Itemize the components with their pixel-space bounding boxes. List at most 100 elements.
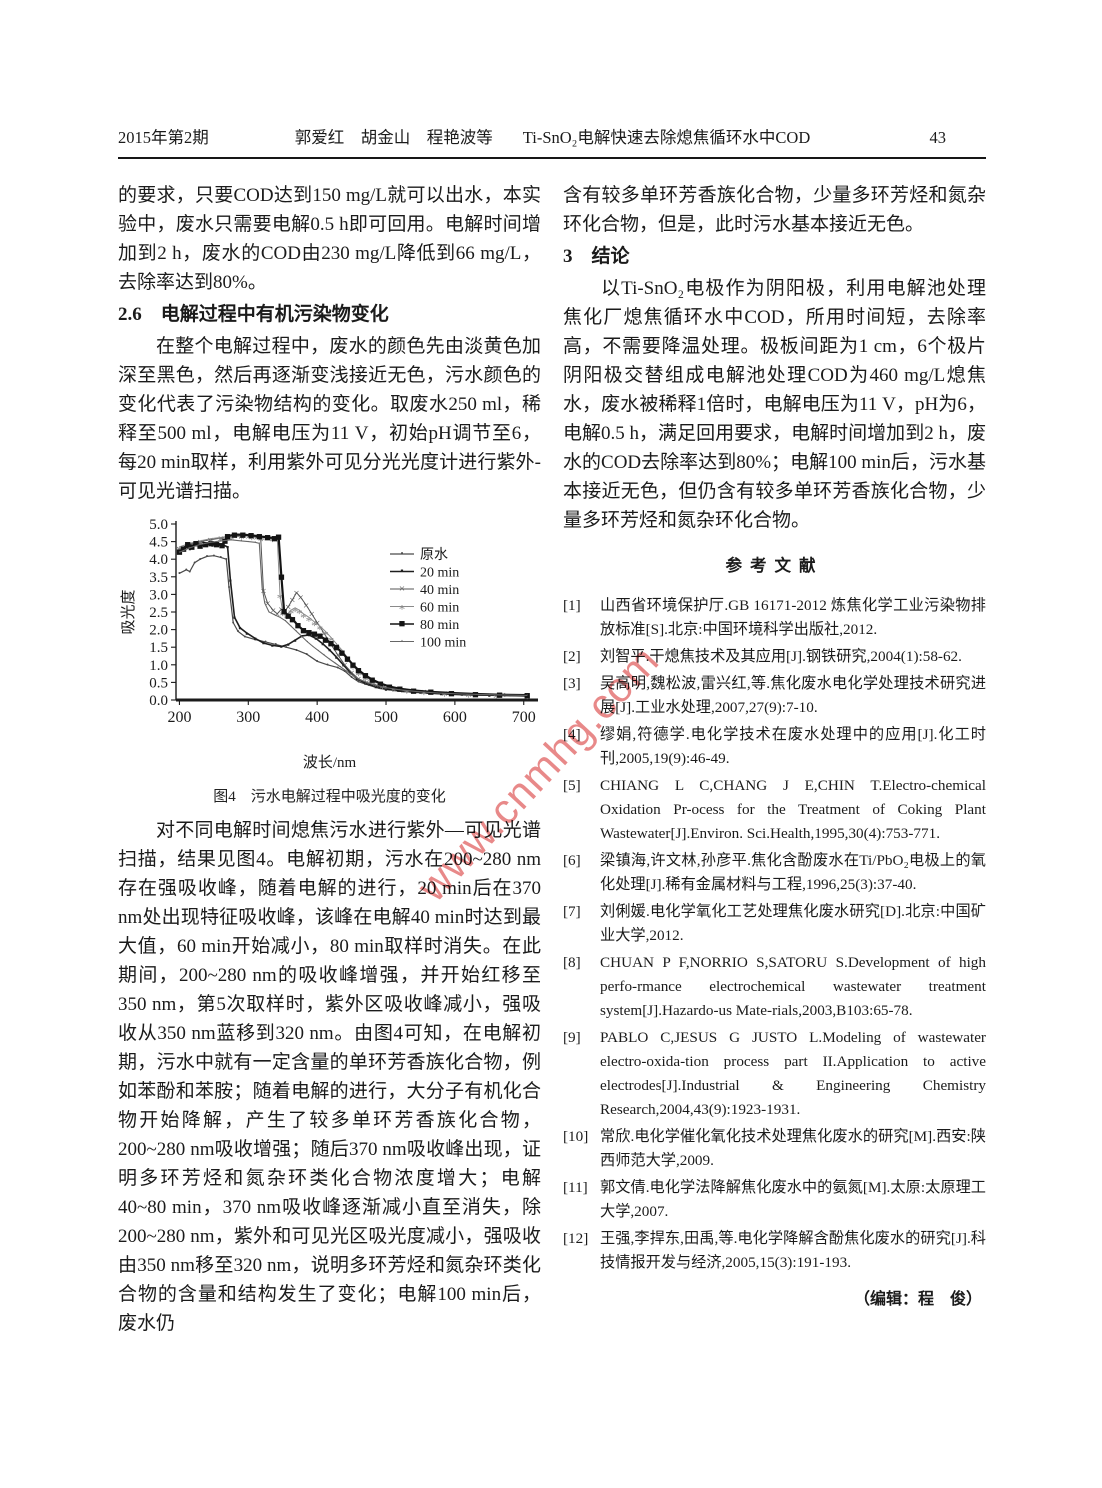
svg-text:•: • (305, 650, 308, 659)
svg-text:•: • (526, 692, 529, 701)
svg-text:•: • (178, 569, 181, 578)
header-article-title: Ti-SnO₂电解快速去除熄焦循环水中COD (522, 128, 811, 147)
reference-number: [3] (563, 675, 581, 692)
svg-text:×: × (309, 609, 315, 621)
reference-item: [10] 常欣.电化学催化氧化技术处理焦化废水的研究[M].西安:陕西师范大学,2… (563, 1125, 986, 1173)
reference-item: [3] 吴高明,魏松波,雷兴红,等.焦化废水电化学处理技术研究进展[J].工业水处… (563, 672, 986, 720)
paragraph: 的要求，只要COD达到150 mg/L就可以出水，本实验中，废水只需要电解0.5… (118, 185, 541, 293)
svg-text:*: * (328, 633, 335, 648)
svg-text:·: · (219, 536, 222, 546)
svg-text:•: • (336, 663, 339, 672)
svg-text:*: * (296, 606, 303, 621)
svg-text:■: ■ (256, 531, 263, 543)
svg-text:3.5: 3.5 (149, 570, 168, 586)
svg-text:▪: ▪ (226, 542, 229, 552)
svg-text:•: • (228, 583, 231, 592)
svg-text:·: · (306, 637, 309, 647)
svg-text:·: · (317, 646, 320, 656)
svg-text:■: ■ (281, 606, 288, 618)
right-column: 含有较多单环芳香族化合物，少量多环芳烃和氮杂环化合物，但是，此时污水基本接近无色… (563, 181, 986, 1338)
svg-text:■: ■ (328, 638, 335, 650)
svg-text:■: ■ (193, 538, 200, 550)
svg-text:600: 600 (443, 709, 467, 726)
svg-text:■: ■ (219, 540, 226, 552)
svg-text:•: • (188, 567, 191, 576)
svg-text:100 min: 100 min (420, 636, 466, 651)
svg-text:•: • (237, 627, 240, 636)
svg-text:•: • (225, 555, 228, 564)
reference-item: [9] PABLO C,JESUS G JUSTO L.Modeling of w… (563, 1026, 986, 1122)
svg-text:*: * (292, 604, 299, 619)
chart-axes: 0.0 0.51.0 1.52.0 2.5 3.03.5 4.04.5 5.0 200 300 4… (120, 517, 538, 726)
svg-text:*: * (277, 590, 284, 605)
svg-text:*: * (493, 690, 500, 705)
svg-text:·: · (328, 654, 331, 664)
svg-text:5.0: 5.0 (149, 517, 168, 533)
svg-text:·: · (284, 616, 287, 626)
svg-text:▪: ▪ (349, 668, 352, 678)
svg-text:■: ■ (208, 538, 215, 550)
svg-text:4.0: 4.0 (149, 552, 168, 568)
svg-text:▪: ▪ (229, 576, 232, 586)
svg-text:▪: ▪ (254, 634, 257, 644)
svg-text:*: * (306, 613, 313, 628)
svg-text:▪: ▪ (321, 639, 324, 649)
journal-issue: 2015年第2期 (118, 128, 209, 147)
svg-text:•: • (285, 643, 288, 652)
svg-text:·: · (488, 690, 491, 700)
svg-text:■: ■ (355, 665, 362, 677)
reference-number: [11] (563, 1179, 588, 1196)
svg-text:■: ■ (311, 629, 318, 641)
svg-text:▪: ▪ (335, 652, 338, 662)
svg-text:×: × (207, 535, 213, 547)
reference-text: 刘智平.干熄焦技术及其应用[J].钢铁研究,2004(1):58-62. (600, 648, 962, 665)
svg-text:■: ■ (202, 539, 209, 551)
svg-text:4.5: 4.5 (149, 535, 168, 551)
svg-text:▪: ▪ (402, 686, 405, 696)
svg-text:×: × (348, 667, 354, 679)
svg-text:*: * (279, 608, 286, 623)
svg-text:•: • (274, 640, 277, 649)
svg-text:*: * (311, 618, 318, 633)
svg-text:▪: ▪ (460, 690, 463, 700)
svg-text:*: * (465, 690, 472, 705)
reference-text: CHUAN P F,NORRIO S,SATORU S.Development … (600, 954, 986, 1019)
svg-text:■: ■ (377, 678, 384, 690)
section-heading-2-6: 2.6 电解过程中有机污染物变化 (118, 304, 389, 325)
svg-text:·: · (254, 537, 257, 547)
reference-item: [12] 王强,李捍东,田禹,等.电化学降解含酚焦化废水的研究[J].科技情报开发… (563, 1227, 986, 1275)
svg-text:•: • (232, 618, 235, 627)
reference-item: [4] 缪娟,符德学.电化学技术在废水处理中的应用[J].化工时刊,2005,19… (563, 723, 986, 771)
svg-text:■: ■ (339, 647, 346, 659)
chart-series-60 min: * * * * * * * * * ********* * * * * * * *** * * * * * * * * * * * (176, 531, 530, 706)
svg-text:•: • (350, 673, 353, 682)
svg-text:×: × (285, 602, 291, 614)
svg-text:3.0: 3.0 (149, 587, 168, 603)
svg-text:×: × (218, 533, 224, 545)
svg-text:原水: 原水 (420, 547, 448, 563)
svg-text:·: · (301, 631, 304, 641)
left-column: 的要求，只要COD达到150 mg/L就可以出水，本实验中，废水只需要电解0.5… (118, 181, 541, 1338)
svg-text:▪: ▪ (222, 540, 225, 550)
svg-text:*: * (259, 533, 266, 548)
chart-x-axis-label: 波长/nm (302, 755, 357, 771)
svg-text:·: · (345, 666, 348, 676)
svg-text:*: * (284, 611, 291, 626)
svg-text:·: · (268, 607, 271, 617)
svg-text:■: ■ (176, 546, 183, 558)
svg-text:▪: ▪ (364, 678, 367, 688)
paragraph: 以Ti-SnO₂电极作为阴阳极，利用电解池处理焦化厂熄焦循环水中COD，所用时间… (563, 278, 986, 531)
svg-text:•: • (378, 684, 381, 693)
header-rule (118, 157, 986, 159)
svg-text:▪: ▪ (355, 674, 358, 684)
svg-text:*: * (317, 622, 324, 637)
svg-text:80 min: 80 min (420, 618, 459, 633)
svg-text:·: · (365, 677, 368, 687)
svg-text:•: • (367, 681, 370, 690)
svg-text:×: × (235, 530, 241, 542)
svg-text:■: ■ (399, 618, 406, 630)
svg-text:*: * (269, 534, 276, 549)
svg-text:2.5: 2.5 (149, 605, 168, 621)
header-authors: 郭爱红 胡金山 程艳波等 (294, 128, 493, 147)
svg-text:*: * (524, 691, 531, 706)
